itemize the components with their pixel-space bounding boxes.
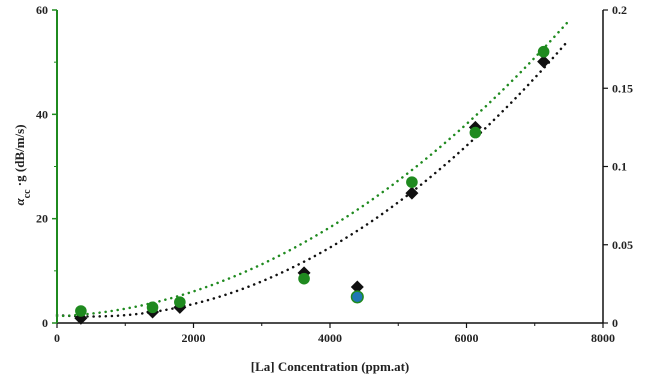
fit-curves <box>55 19 571 318</box>
y2-tick-label: 0.1 <box>612 160 627 174</box>
y-tick-label: 60 <box>36 3 48 17</box>
y-axis-title-sub: cc <box>22 189 33 198</box>
data-point-diamond <box>405 186 419 200</box>
y-tick-label: 0 <box>42 316 48 330</box>
data-point-circle-outlier <box>350 290 364 304</box>
data-point-circle <box>537 45 550 58</box>
data-point-circle <box>298 272 310 285</box>
data-point-diamond <box>350 280 364 294</box>
green-fit-curve <box>55 19 571 318</box>
x-tick-label: 6000 <box>455 331 479 345</box>
y2-tick-label: 0.15 <box>612 81 633 95</box>
data-point-circle <box>75 305 87 317</box>
data-point-circle <box>469 126 482 139</box>
y-axis-title-rest: ·g (dB/m/s) <box>12 124 27 189</box>
y2-tick-label: 0.05 <box>612 238 633 252</box>
x-tick-label: 8000 <box>591 331 615 345</box>
x-axis-title: [La] Concentration (ppm.at) <box>251 359 410 374</box>
data-point-diamond <box>537 55 551 69</box>
data-point-circle <box>406 176 418 188</box>
y-axis-title: αcc ·g (dB/m/s) <box>12 124 33 205</box>
y2-tick-label: 0.2 <box>612 3 627 17</box>
data-point-circle <box>174 296 186 308</box>
y-tick-label: 20 <box>36 212 48 226</box>
y2-tick-label: 0 <box>612 316 618 330</box>
x-tick-label: 0 <box>54 331 60 345</box>
y-tick-label: 40 <box>36 107 48 121</box>
y-axis-title-main: α <box>12 198 27 206</box>
data-point-circle <box>146 301 159 314</box>
data-markers <box>74 45 551 325</box>
black-fit-curve <box>55 38 571 318</box>
axis-labels: [La] Concentration (ppm.at) αcc ·g (dB/m… <box>12 124 409 374</box>
x-tick-label: 4000 <box>318 331 342 345</box>
x-tick-label: 2000 <box>182 331 206 345</box>
